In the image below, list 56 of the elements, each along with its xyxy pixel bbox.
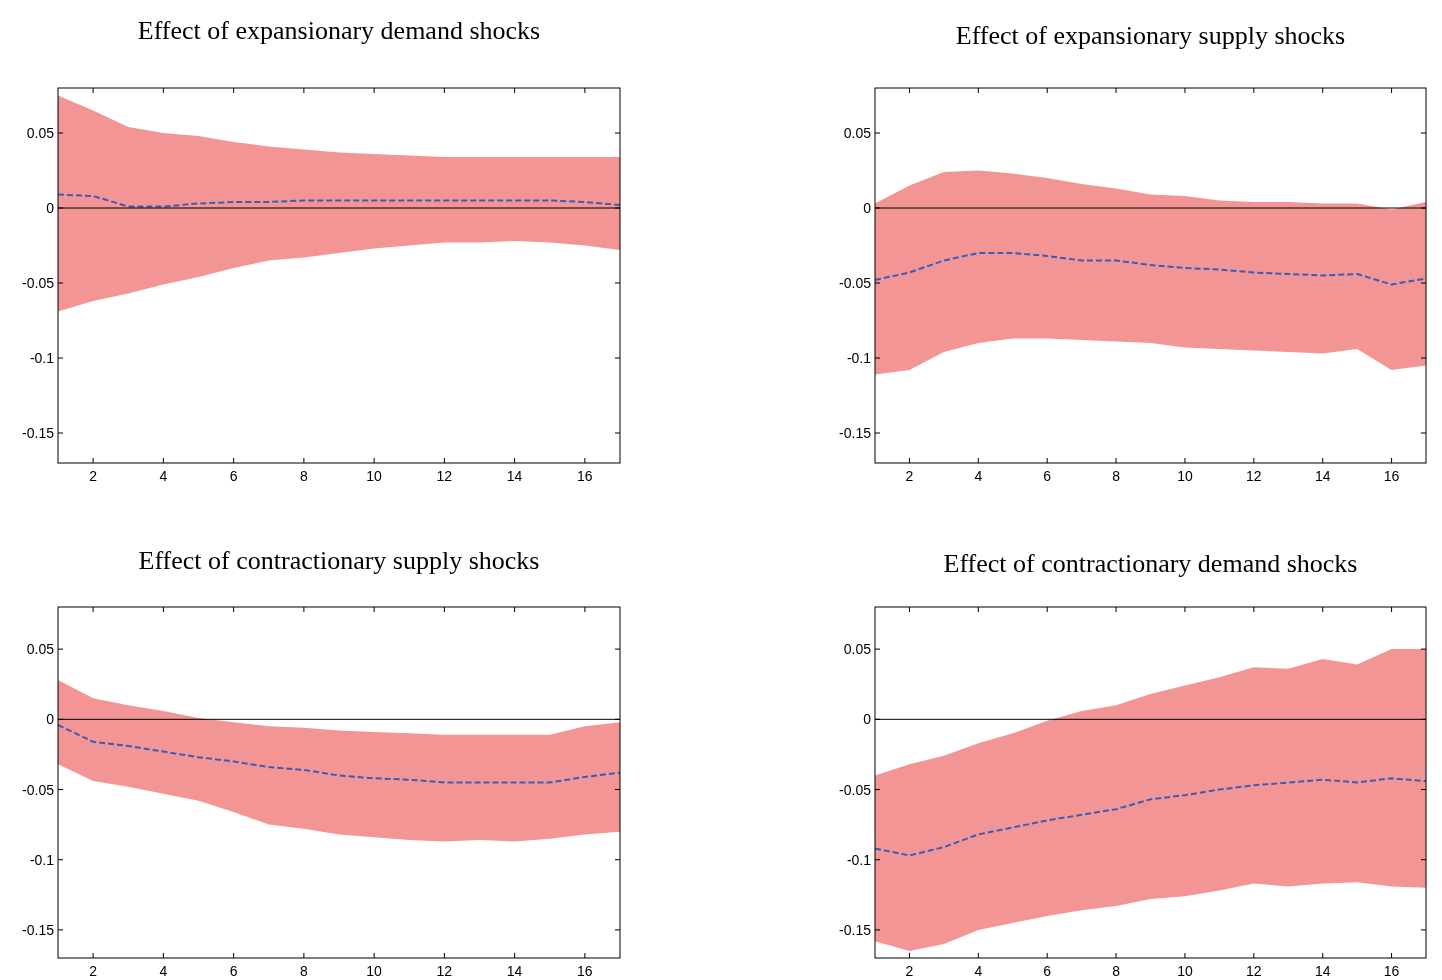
x-tick-label: 4 xyxy=(159,963,168,979)
y-tick-label: -0.1 xyxy=(29,851,55,868)
x-tick-label: 6 xyxy=(229,963,238,979)
x-tick-label: 12 xyxy=(1246,468,1262,484)
y-tick-label: -0.05 xyxy=(839,781,872,798)
y-tick-label: -0.05 xyxy=(22,781,55,798)
x-tick-label: 6 xyxy=(1043,468,1052,484)
x-tick-label: 12 xyxy=(1246,963,1262,979)
x-tick-label: 14 xyxy=(1314,468,1331,484)
x-tick-label: 8 xyxy=(299,468,308,484)
x-tick-label: 8 xyxy=(1112,468,1121,484)
x-tick-label: 4 xyxy=(159,468,168,484)
x-tick-label: 10 xyxy=(366,468,383,484)
y-tick-label: -0.15 xyxy=(839,425,872,441)
x-tick-label: 8 xyxy=(1112,963,1121,979)
y-tick-label: 0 xyxy=(863,200,872,216)
y-tick-label: -0.15 xyxy=(839,921,872,938)
chart-title: Effect of contractionary demand shocks xyxy=(943,549,1358,578)
y-tick-label: -0.05 xyxy=(839,275,872,291)
chart-title: Effect of expansionary demand shocks xyxy=(137,16,541,45)
y-tick-label: 0.05 xyxy=(26,125,55,141)
y-tick-label: -0.05 xyxy=(22,275,55,291)
x-tick-label: 4 xyxy=(974,468,983,484)
x-tick-label: 14 xyxy=(1314,963,1331,979)
x-tick-label: 6 xyxy=(1043,963,1052,979)
x-tick-label: 2 xyxy=(905,963,914,979)
x-tick-label: 2 xyxy=(89,963,98,979)
x-tick-label: 12 xyxy=(436,963,453,979)
chart-title: Effect of contractionary supply shocks xyxy=(138,546,540,575)
y-tick-label: 0 xyxy=(46,200,55,216)
y-tick-label: 0 xyxy=(863,711,872,728)
x-tick-label: 16 xyxy=(1383,963,1400,979)
y-tick-label: -0.1 xyxy=(846,851,872,868)
y-tick-label: 0.05 xyxy=(26,641,55,658)
y-tick-label: 0.05 xyxy=(843,125,872,141)
y-tick-label: -0.15 xyxy=(22,921,55,938)
x-tick-label: 6 xyxy=(229,468,238,484)
x-tick-label: 4 xyxy=(974,963,983,979)
x-tick-label: 12 xyxy=(436,468,453,484)
y-tick-label: -0.15 xyxy=(22,425,55,441)
y-tick-label: 0.05 xyxy=(843,641,872,658)
x-tick-label: 10 xyxy=(366,963,383,979)
x-tick-label: 10 xyxy=(1177,468,1193,484)
x-tick-label: 14 xyxy=(506,468,523,484)
x-tick-label: 16 xyxy=(577,963,593,979)
x-tick-label: 14 xyxy=(506,963,523,979)
x-tick-label: 8 xyxy=(299,963,308,979)
x-tick-label: 2 xyxy=(905,468,914,484)
x-tick-label: 16 xyxy=(1383,468,1400,484)
x-tick-label: 10 xyxy=(1177,963,1193,979)
x-tick-label: 2 xyxy=(89,468,98,484)
y-tick-label: -0.1 xyxy=(29,350,55,366)
y-tick-label: -0.1 xyxy=(846,350,872,366)
x-tick-label: 16 xyxy=(577,468,593,484)
chart-title: Effect of expansionary supply shocks xyxy=(955,21,1346,50)
y-tick-label: 0 xyxy=(46,711,55,728)
